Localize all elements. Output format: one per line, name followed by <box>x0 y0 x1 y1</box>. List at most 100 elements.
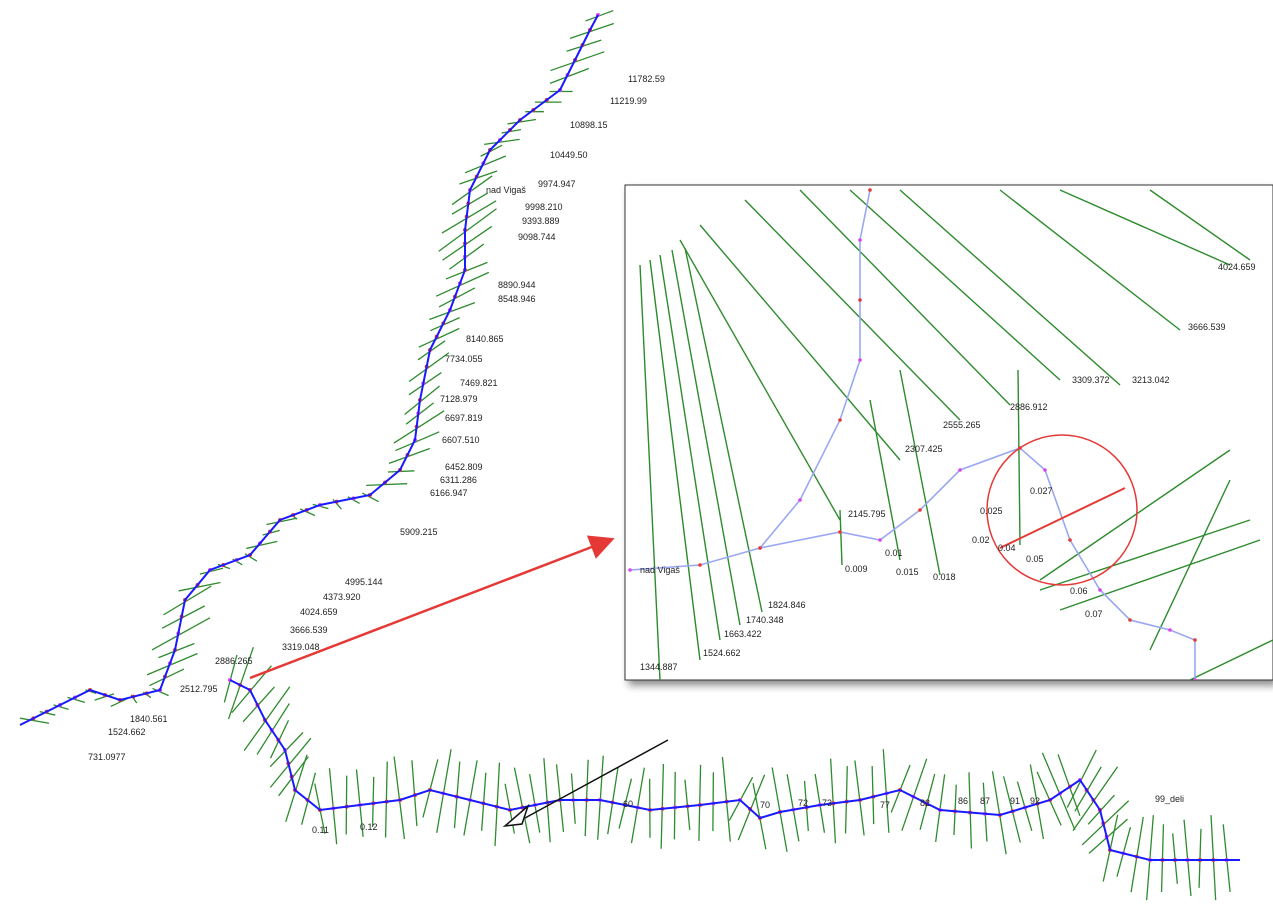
cross-section <box>483 138 520 145</box>
cross-section <box>1039 449 1231 581</box>
station-point <box>758 546 762 550</box>
station-point <box>1168 628 1172 632</box>
section-label: 77 <box>880 800 890 810</box>
pointer-arrow <box>524 739 669 819</box>
river <box>19 14 599 726</box>
cross-section <box>451 175 493 206</box>
highlight-circle <box>986 434 1138 586</box>
cross-section <box>649 259 701 661</box>
cross-section <box>436 749 452 833</box>
cross-section <box>1081 800 1130 846</box>
inset-label: 1824.846 <box>768 600 806 610</box>
station-label: 731.0977 <box>88 752 126 762</box>
inset-label: 0.04 <box>998 543 1016 553</box>
cross-section <box>659 254 721 641</box>
cross-section <box>178 581 221 592</box>
cross-section <box>698 764 702 841</box>
cross-section <box>1017 369 1021 546</box>
cross-section <box>639 264 661 680</box>
cross-section <box>435 271 490 297</box>
station-point <box>878 538 882 542</box>
cross-section <box>597 755 604 840</box>
cross-section <box>227 646 254 720</box>
station-label: 10449.50 <box>550 150 588 160</box>
main-view: 11782.59 11219.99 10898.15 10449.50 9974.947… <box>19 9 1240 901</box>
cross-section <box>94 693 115 701</box>
cross-section <box>899 369 941 576</box>
section-label: 86 <box>958 796 968 806</box>
station-label: 9998.210 <box>525 202 563 212</box>
cross-section <box>999 189 1181 331</box>
station-point <box>858 358 862 362</box>
station-label: 3319.048 <box>282 642 320 652</box>
cross-section <box>366 483 408 487</box>
station-label: 6452.809 <box>445 462 483 472</box>
station-label: 7469.821 <box>460 378 498 388</box>
cross-section <box>1072 766 1119 832</box>
cross-section <box>1210 815 1217 901</box>
cross-section <box>266 517 297 526</box>
cross-section <box>393 756 406 840</box>
cross-section <box>441 200 497 234</box>
cross-section <box>543 758 551 843</box>
cross-section <box>1059 189 1231 266</box>
station-point <box>838 530 842 534</box>
cross-section <box>569 22 614 40</box>
cross-section <box>299 508 316 517</box>
inset-label: 0.07 <box>1085 609 1103 619</box>
section-label: 73 <box>822 798 832 808</box>
cross-section <box>1149 189 1251 261</box>
station-label: 7128.979 <box>440 394 478 404</box>
station-label: 3666.539 <box>290 625 328 635</box>
cross-section <box>737 774 766 841</box>
inset-label: 1524.662 <box>703 648 741 658</box>
inset-label: 1663.422 <box>724 629 762 639</box>
cross-section <box>285 754 308 823</box>
station-point <box>1193 678 1197 680</box>
cross-section <box>110 697 128 708</box>
cross-section <box>699 224 901 461</box>
cross-section <box>418 327 460 348</box>
station-label: 1840.561 <box>130 714 168 724</box>
cross-section <box>384 761 388 838</box>
station-point <box>858 238 862 242</box>
inset-label: 0.027 <box>1030 486 1053 496</box>
inset-label: 2307.425 <box>905 444 943 454</box>
cross-section <box>1130 816 1144 893</box>
inset-label: 0.018 <box>933 572 956 582</box>
section-label: 92 <box>1030 796 1040 806</box>
inset-label: 4024.659 <box>1218 262 1256 272</box>
cross-section <box>67 696 86 704</box>
station-label: 8140.865 <box>466 334 504 344</box>
section-label: 82 <box>920 798 930 808</box>
station-label: 6697.819 <box>445 413 483 423</box>
cross-section <box>854 760 865 836</box>
station-label: 8548.946 <box>498 294 536 304</box>
cross-section <box>550 51 605 72</box>
section-label: 87 <box>980 796 990 806</box>
station-point <box>918 508 922 512</box>
station-point <box>1043 468 1047 472</box>
cross-section <box>429 302 476 321</box>
inset-label: nad Vigaš <box>640 565 680 575</box>
cross-section <box>442 225 493 261</box>
cross-section <box>404 385 440 416</box>
station-point <box>698 563 702 567</box>
cross-section <box>882 749 890 833</box>
inset-label: 3666.539 <box>1188 322 1226 332</box>
section-label: 60 <box>623 799 633 809</box>
station-label: 2886.265 <box>215 656 253 666</box>
station-label: 5909.215 <box>400 527 438 537</box>
cross-section <box>463 760 478 836</box>
inset-label: 0.05 <box>1026 554 1044 564</box>
station-label: 1524.662 <box>108 727 146 737</box>
station-point <box>958 468 962 472</box>
inset-label: 1344.887 <box>640 662 678 672</box>
cross-section <box>19 717 50 724</box>
cross-section <box>328 768 338 845</box>
cross-section <box>332 499 342 510</box>
cross-section <box>549 67 590 85</box>
station-label: 9098.744 <box>518 232 556 242</box>
station-label: 6311.286 <box>440 475 477 485</box>
inset-label: 0.02 <box>972 535 990 545</box>
